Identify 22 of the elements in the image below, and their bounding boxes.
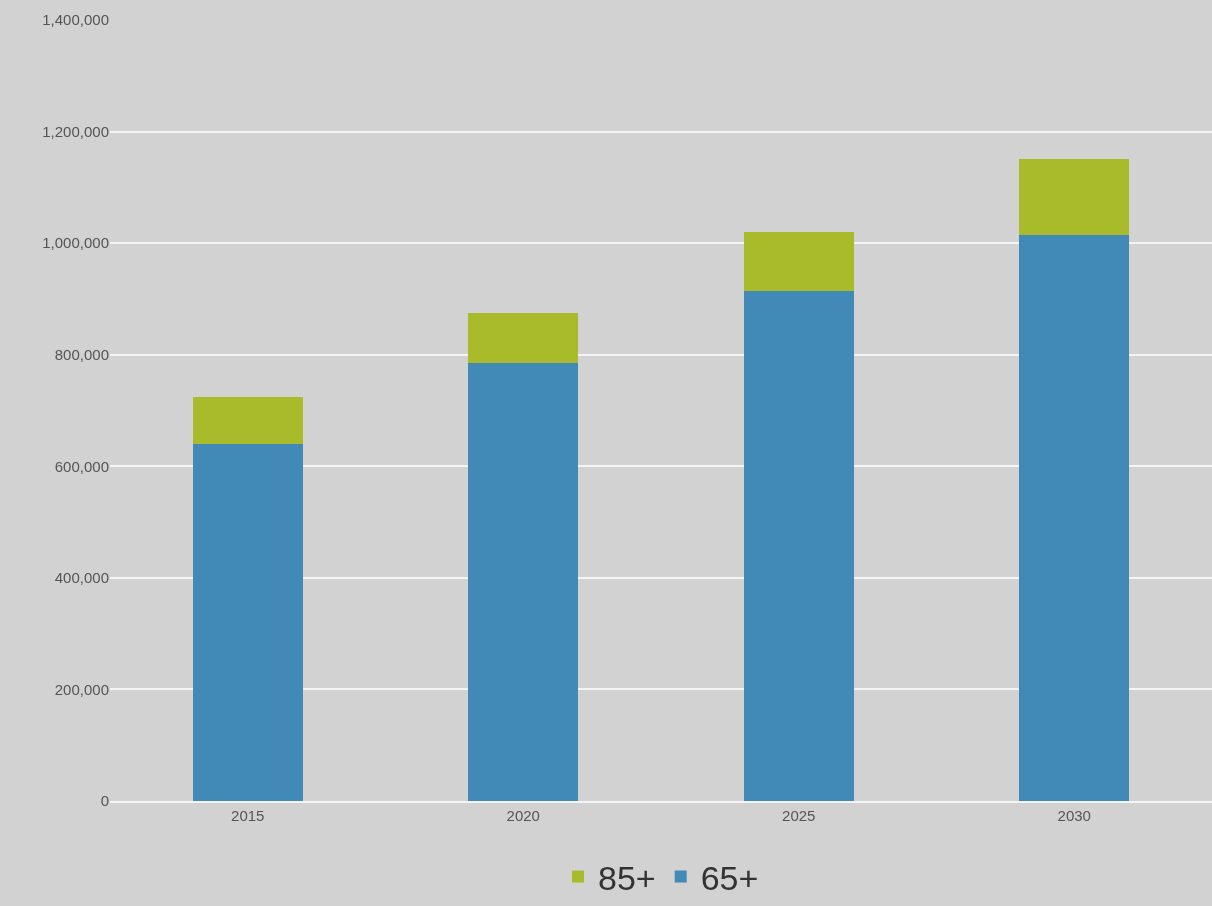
bar [192, 443, 303, 801]
bar [743, 290, 854, 801]
y-tick-label: 1,400,000 [42, 11, 109, 29]
bar [468, 363, 579, 801]
bar [743, 231, 854, 291]
y-tick-label: 1,200,000 [42, 122, 109, 140]
x-tick-label: 2030 [1057, 806, 1091, 824]
bar [1019, 234, 1130, 801]
x-tick-label: 2020 [506, 806, 540, 824]
bar [1019, 159, 1130, 235]
x-tick-label: 2025 [782, 806, 816, 824]
y-tick-label: 400,000 [54, 569, 109, 587]
y-tick-label: 0 [100, 792, 109, 810]
bar [192, 396, 303, 444]
y-tick-label: 600,000 [54, 457, 109, 475]
legend-label: 85+ [598, 858, 656, 897]
y-tick-label: 800,000 [54, 345, 109, 363]
legend-label: 65+ [700, 858, 759, 897]
y-tick-label: 200,000 [54, 680, 109, 698]
x-tick-label: 2015 [231, 806, 265, 824]
y-tick-label: 1,000,000 [42, 234, 109, 252]
bar [468, 312, 579, 364]
